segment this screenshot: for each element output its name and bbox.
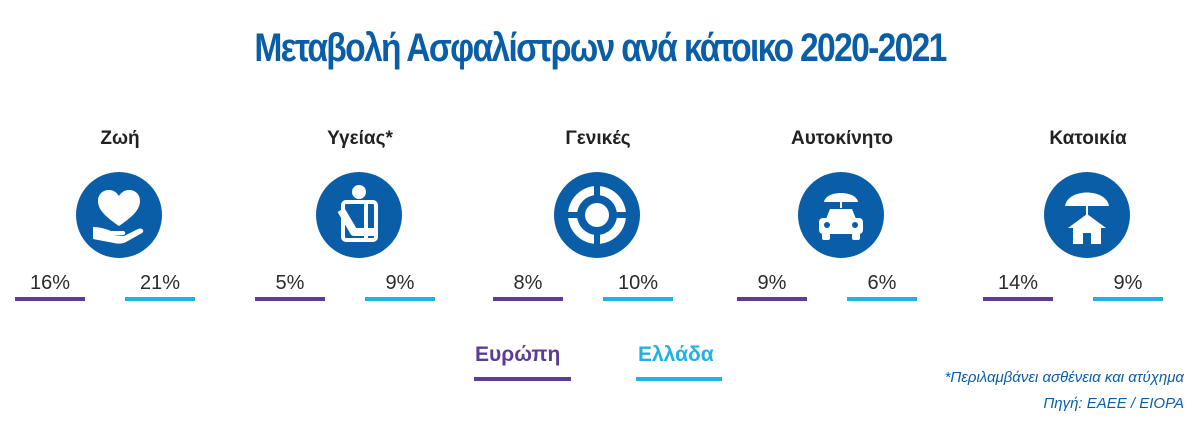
europe-value-label: 16% <box>29 272 71 294</box>
greece-value-label: 10% <box>617 272 659 294</box>
category-label: Κατοικία <box>1049 128 1127 149</box>
europe-value-label: 5% <box>275 272 305 294</box>
source-note: Πηγή: ΕΑΕΕ / EIOPA <box>1043 395 1184 412</box>
greece-value-underline <box>365 297 435 301</box>
footnote: *Περιλαμβάνει ασθένεια και ατύχημα <box>944 369 1184 386</box>
category-group: Ζωή 16% 21% <box>0 128 240 308</box>
category-group: Υγείας* 5% 9% <box>240 128 480 308</box>
greece-value-label: 6% <box>867 272 897 294</box>
category-label: Αυτοκίνητο <box>791 128 893 149</box>
category-label: Υγείας* <box>327 128 393 149</box>
house-umbrella-icon <box>1044 172 1130 258</box>
injured-person-icon <box>316 172 402 258</box>
legend-europe-label: Ευρώπη <box>475 343 561 366</box>
category-label: Ζωή <box>100 128 140 149</box>
legend-europe-line <box>474 377 571 381</box>
europe-value-underline <box>15 297 85 301</box>
greece-value-label: 21% <box>139 272 181 294</box>
greece-value-label: 9% <box>385 272 415 294</box>
greece-value-underline <box>603 297 673 301</box>
greece-value-underline <box>125 297 195 301</box>
europe-value-label: 8% <box>513 272 543 294</box>
europe-value-underline <box>737 297 807 301</box>
car-umbrella-icon <box>798 172 884 258</box>
europe-value-label: 9% <box>757 272 787 294</box>
europe-value-label: 14% <box>997 272 1039 294</box>
category-group: Κατοικία 14% 9% <box>968 128 1200 308</box>
legend-greece-label: Ελλάδα <box>638 343 714 366</box>
category-group: Γενικές 8% 10% <box>478 128 718 308</box>
category-group: Αυτοκίνητο 9% 6% <box>722 128 962 308</box>
category-label: Γενικές <box>565 128 631 149</box>
europe-value-underline <box>493 297 563 301</box>
europe-value-underline <box>983 297 1053 301</box>
lifebuoy-icon <box>554 172 640 258</box>
legend-greece-line <box>636 377 722 381</box>
europe-value-underline <box>255 297 325 301</box>
greece-value-underline <box>847 297 917 301</box>
greece-value-underline <box>1093 297 1163 301</box>
greece-value-label: 9% <box>1113 272 1143 294</box>
chart-title: Μεταβολή Ασφαλίστρων ανά κάτοικο 2020-20… <box>254 26 947 70</box>
heart-hand-icon <box>76 172 162 258</box>
